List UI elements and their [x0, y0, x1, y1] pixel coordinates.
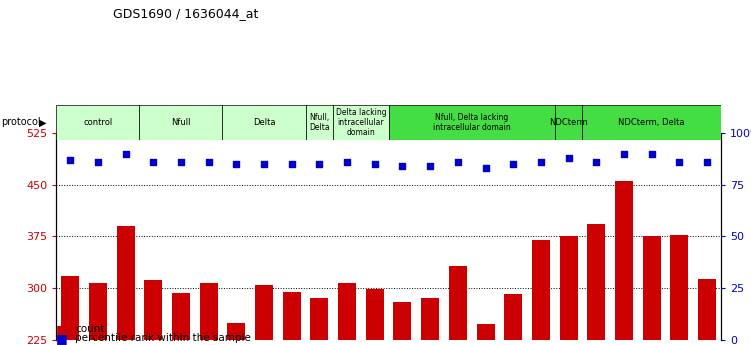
Bar — [172, 293, 190, 340]
Bar — [310, 298, 328, 340]
Text: Nfull, Delta lacking
intracellular domain: Nfull, Delta lacking intracellular domai… — [433, 113, 511, 132]
Bar — [698, 279, 716, 340]
Text: ▶: ▶ — [39, 118, 47, 127]
Point — [562, 155, 575, 160]
Bar — [366, 289, 384, 340]
Bar — [228, 323, 246, 340]
Bar — [583, 105, 721, 140]
Bar — [532, 240, 550, 340]
Text: NDCterm: NDCterm — [549, 118, 588, 127]
Bar — [671, 235, 689, 340]
Point — [341, 159, 353, 165]
Text: Delta lacking
intracellular
domain: Delta lacking intracellular domain — [336, 108, 386, 137]
Bar — [559, 236, 578, 340]
Bar — [140, 105, 222, 140]
Point — [285, 161, 297, 167]
Bar — [222, 105, 306, 140]
Point — [618, 151, 630, 156]
Bar — [61, 276, 79, 340]
Point — [119, 151, 131, 156]
Point — [535, 159, 547, 165]
Bar — [282, 292, 300, 340]
Point — [701, 159, 713, 165]
Point — [646, 151, 658, 156]
Point — [590, 159, 602, 165]
Point — [674, 159, 686, 165]
Bar — [615, 181, 633, 340]
Bar — [504, 294, 522, 340]
Text: GDS1690 / 1636044_at: GDS1690 / 1636044_at — [113, 7, 258, 20]
Point — [452, 159, 464, 165]
Point — [397, 163, 409, 169]
Bar — [255, 285, 273, 340]
Text: Nfull,
Delta: Nfull, Delta — [309, 113, 330, 132]
Point — [64, 157, 76, 162]
Bar — [200, 283, 218, 340]
Bar — [56, 105, 140, 140]
Bar — [338, 283, 356, 340]
Point — [480, 165, 492, 171]
Point — [369, 161, 381, 167]
Bar — [587, 224, 605, 340]
Bar — [389, 105, 555, 140]
Bar — [394, 302, 412, 340]
Bar — [477, 324, 495, 340]
Bar — [144, 280, 162, 340]
Text: control: control — [83, 118, 113, 127]
Text: protocol: protocol — [2, 118, 41, 127]
Bar — [89, 283, 107, 340]
Bar — [643, 236, 661, 340]
Point — [231, 161, 243, 167]
Point — [175, 159, 187, 165]
Point — [92, 159, 104, 165]
Bar — [333, 105, 389, 140]
Bar — [116, 226, 134, 340]
Point — [424, 163, 436, 169]
Point — [258, 161, 270, 167]
Text: Nfull: Nfull — [171, 118, 191, 127]
Text: NDCterm, Delta: NDCterm, Delta — [619, 118, 685, 127]
Text: percentile rank within the sample: percentile rank within the sample — [75, 333, 251, 343]
Bar — [421, 298, 439, 340]
Text: ■: ■ — [56, 332, 68, 345]
Bar — [306, 105, 333, 140]
Point — [507, 161, 519, 167]
Text: Delta: Delta — [253, 118, 276, 127]
Text: ■: ■ — [56, 323, 68, 336]
Text: count: count — [75, 325, 104, 334]
Point — [313, 161, 325, 167]
Point — [147, 159, 159, 165]
Bar — [449, 266, 467, 340]
Point — [203, 159, 215, 165]
Bar — [555, 105, 583, 140]
